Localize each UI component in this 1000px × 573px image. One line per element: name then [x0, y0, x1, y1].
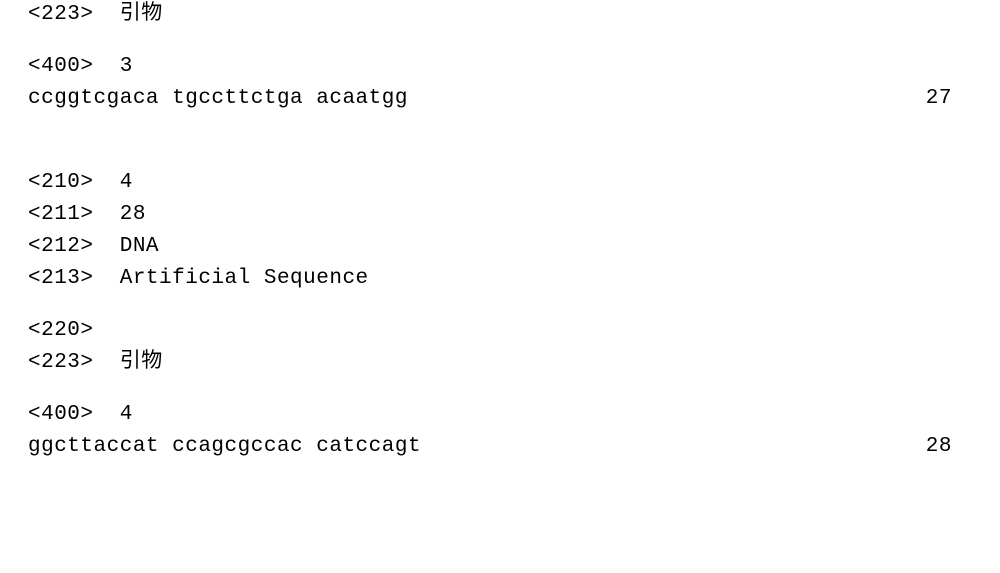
entry4-tag-213: <213> Artificial Sequence — [28, 268, 972, 289]
blank-line — [28, 384, 972, 404]
entry4-tag-211: <211> 28 — [28, 204, 972, 225]
entry4-tag-223: <223> 引物 — [28, 352, 972, 373]
blank-line — [28, 36, 972, 56]
blank-gap — [28, 120, 972, 172]
entry4-sequence-row: ggcttaccat ccagcgccac catccagt 28 — [28, 436, 972, 457]
entry4-tag-210: <210> 4 — [28, 172, 972, 193]
entry3-sequence-length: 27 — [926, 88, 972, 109]
entry4-sequence-length: 28 — [926, 436, 972, 457]
blank-line — [28, 300, 972, 320]
entry3-tag-400: <400> 3 — [28, 56, 972, 77]
sequence-listing-page: <223> 引物 <400> 3 ccggtcgaca tgccttctga a… — [0, 0, 1000, 457]
entry4-sequence: ggcttaccat ccagcgccac catccagt — [28, 436, 421, 457]
entry3-sequence-row: ccggtcgaca tgccttctga acaatgg 27 — [28, 88, 972, 109]
entry3-sequence: ccggtcgaca tgccttctga acaatgg — [28, 88, 408, 109]
entry4-tag-400: <400> 4 — [28, 404, 972, 425]
entry4-tag-220: <220> — [28, 320, 972, 341]
entry4-tag-212: <212> DNA — [28, 236, 972, 257]
entry3-tag-223: <223> 引物 — [28, 4, 972, 25]
